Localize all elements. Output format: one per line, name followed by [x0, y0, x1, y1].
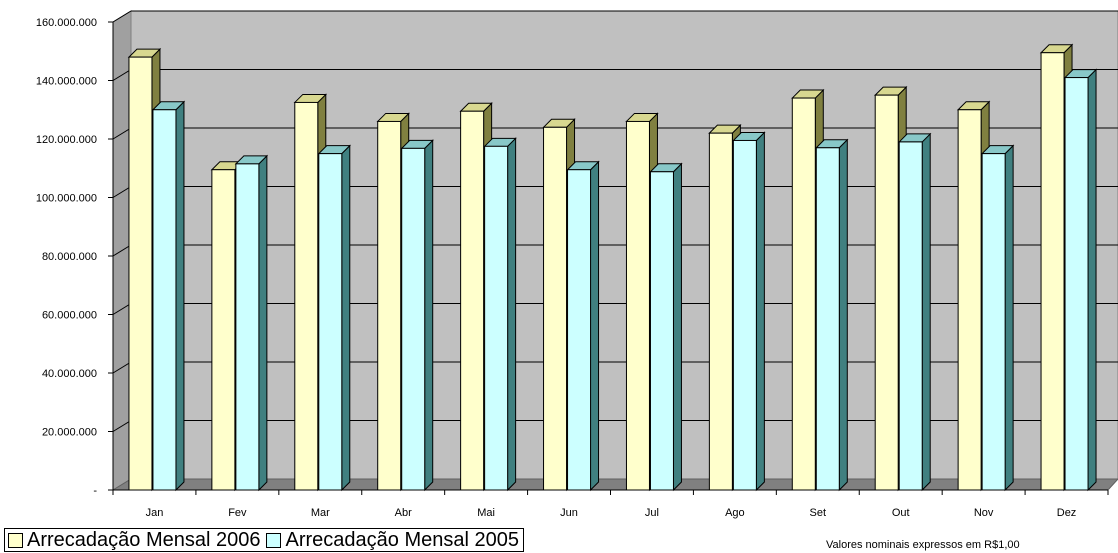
bar-side-2005	[1087, 68, 1097, 492]
bar-side-2005	[424, 139, 434, 492]
bar-2005	[235, 163, 260, 491]
chart-legend: Arrecadação Mensal 2006 Arrecadação Mens…	[4, 528, 524, 552]
y-tick-label: 40.000.000	[42, 368, 97, 380]
bar-side-2005	[838, 138, 848, 492]
bar-2005	[567, 169, 592, 491]
bar-2005	[1064, 77, 1089, 491]
legend-label-2005: Arrecadação Mensal 2005	[285, 529, 519, 551]
bar-side-2005	[672, 162, 682, 492]
bar-side-2005	[507, 137, 517, 492]
bar-2005	[732, 139, 757, 491]
bar-2006	[708, 132, 733, 491]
bar-2006	[543, 126, 568, 491]
gridline-side	[112, 303, 132, 315]
x-tick-label: Set	[810, 507, 827, 519]
y-tick-label: 120.000.000	[36, 134, 97, 146]
y-tick-label: -	[93, 485, 97, 497]
legend-label-2006: Arrecadação Mensal 2006	[27, 529, 261, 551]
x-tick-label: Ago	[725, 507, 745, 519]
bar-2006	[874, 94, 899, 491]
gridline-side	[112, 244, 132, 257]
bar-side-2005	[175, 100, 185, 492]
gridline-side	[112, 10, 132, 23]
bar-2006	[460, 110, 485, 491]
x-tick-label: Fev	[228, 507, 247, 519]
legend-item-2005: Arrecadação Mensal 2005	[266, 529, 519, 551]
gridline-side	[112, 361, 132, 374]
bar-2006	[294, 101, 319, 491]
gridline-side	[112, 127, 132, 140]
bar-2005	[484, 145, 509, 491]
bar-side-2005	[921, 132, 931, 492]
x-tick-label: Nov	[974, 507, 994, 519]
x-tick-label: Mai	[477, 507, 495, 519]
legend-item-2006: Arrecadação Mensal 2006	[8, 529, 260, 551]
bar-side-2005	[590, 160, 600, 492]
y-tick-label: 20.000.000	[42, 427, 97, 439]
bar-2006	[625, 120, 650, 491]
y-tick-label: 80.000.000	[42, 251, 97, 263]
y-tick-label: 100.000.000	[36, 193, 97, 205]
bar-side-2005	[755, 131, 765, 492]
y-tick-label: 140.000.000	[36, 76, 97, 88]
legend-swatch-2006	[8, 532, 23, 548]
bar-2005	[152, 109, 177, 491]
x-tick-label: Dez	[1057, 507, 1077, 519]
values-note: Valores nominais expressos em R$1,00	[826, 539, 1020, 551]
bar-2005	[981, 153, 1006, 491]
x-tick-label: Jan	[146, 507, 164, 519]
x-tick-label: Out	[892, 507, 910, 519]
gridline-side	[112, 186, 132, 198]
bar-2006	[128, 56, 153, 491]
gridline-side	[112, 69, 132, 81]
bar-2006	[957, 109, 982, 491]
bar-2005	[401, 147, 426, 491]
bar-2006	[791, 97, 816, 491]
bar-2006	[1040, 52, 1065, 491]
bar-side-2005	[341, 144, 351, 492]
x-tick-label: Mar	[311, 507, 330, 519]
x-tick-label: Jul	[645, 507, 659, 519]
x-tick-label: Abr	[395, 507, 412, 519]
y-tick-label: 160.000.000	[36, 17, 97, 29]
legend-swatch-2005	[266, 532, 282, 548]
bar-2005	[815, 147, 840, 491]
bar-2005	[318, 153, 343, 491]
y-tick-label: 60.000.000	[42, 310, 97, 322]
bar-2006	[211, 169, 236, 491]
bar-side-2005	[1004, 144, 1014, 492]
gridline-side	[112, 420, 132, 432]
x-tick-label: Jun	[560, 507, 578, 519]
bar-2006	[377, 120, 402, 491]
bar-side-2005	[258, 154, 268, 492]
bar-2005	[649, 171, 674, 491]
bar-2005	[898, 141, 923, 491]
